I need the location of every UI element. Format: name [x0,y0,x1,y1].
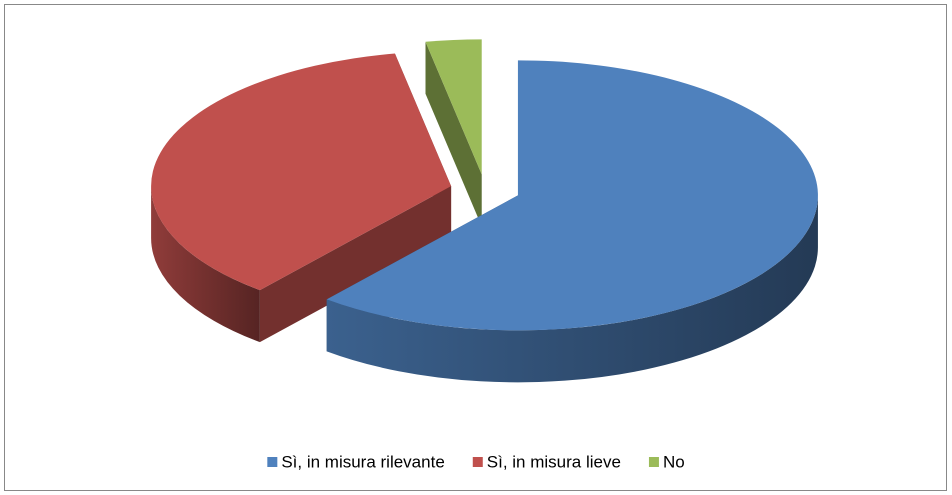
legend-label: Sì, in misura lieve [487,452,621,471]
pie-slice [151,53,452,291]
pie-slice [326,60,818,331]
slice-cut-face [259,186,452,343]
pie-slice [425,39,482,175]
slice-cut-face [425,41,482,227]
pie-tops [151,39,818,331]
legend-swatch [648,457,659,467]
legend-label: No [663,452,685,471]
slice-wall [151,186,260,343]
legend-label: Sì, in misura rilevante [281,452,444,471]
slice-wall [326,195,818,383]
legend-swatch [267,457,278,467]
legend: Sì, in misura rilevante Sì, in misura lie… [267,452,685,471]
legend-swatch [472,457,483,467]
